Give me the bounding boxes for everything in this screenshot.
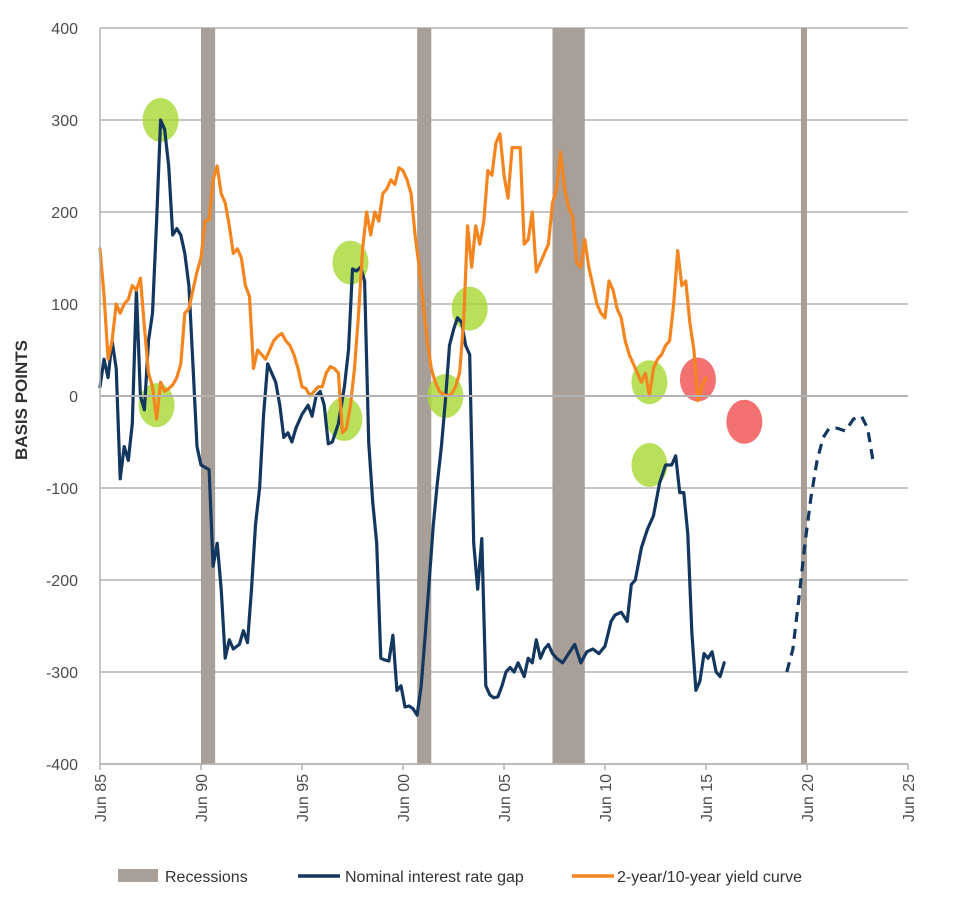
y-axis-title: BASIS POINTS (12, 340, 31, 460)
highlight-marker (326, 397, 363, 441)
y-tick-label: 300 (51, 113, 78, 130)
y-tick-label: 100 (51, 297, 78, 314)
y-tick-label: -200 (46, 573, 78, 590)
highlight-marker (631, 443, 668, 487)
x-tick-label: Jun 00 (396, 774, 413, 822)
y-tick-label: 0 (69, 389, 78, 406)
x-tick-label: Jun 25 (901, 774, 918, 822)
legend-swatch-recessions (118, 869, 158, 882)
x-tick-label: Jun 05 (497, 774, 514, 822)
legend-label: Recessions (165, 869, 248, 886)
y-tick-label: 400 (51, 21, 78, 38)
x-tick-label: Jun 90 (194, 774, 211, 822)
highlight-marker (726, 399, 763, 444)
y-axis: 400 300 200 100 0 -100 -200 -300 -400 (46, 21, 101, 774)
legend: Recessions Nominal interest rate gap 2-yea… (118, 869, 802, 886)
highlight-marker (679, 357, 716, 402)
series-line (98, 132, 708, 435)
y-tick-label: -300 (46, 665, 78, 682)
series-projection (785, 414, 876, 673)
legend-label: 2-year/10-year yield curve (617, 869, 802, 886)
x-tick-label: Jun 20 (800, 774, 817, 822)
y-tick-label: 200 (51, 205, 78, 222)
highlight-marker (631, 360, 668, 405)
x-tick-label: Jun 15 (699, 774, 716, 822)
series-line (98, 118, 726, 717)
x-tick-label: Jun 95 (295, 774, 312, 822)
x-tick-label: Jun 10 (598, 774, 615, 822)
legend-label: Nominal interest rate gap (345, 869, 524, 886)
gridlines (100, 27, 908, 765)
y-tick-label: -100 (46, 481, 78, 498)
series-lines (98, 118, 908, 717)
highlight-markers (138, 98, 763, 487)
y-tick-label: -400 (46, 757, 78, 774)
x-axis: Jun 85 Jun 90 Jun 95 Jun 00 Jun 05 Jun 10 Jun … (93, 763, 918, 822)
x-tick-label: Jun 85 (93, 774, 110, 822)
